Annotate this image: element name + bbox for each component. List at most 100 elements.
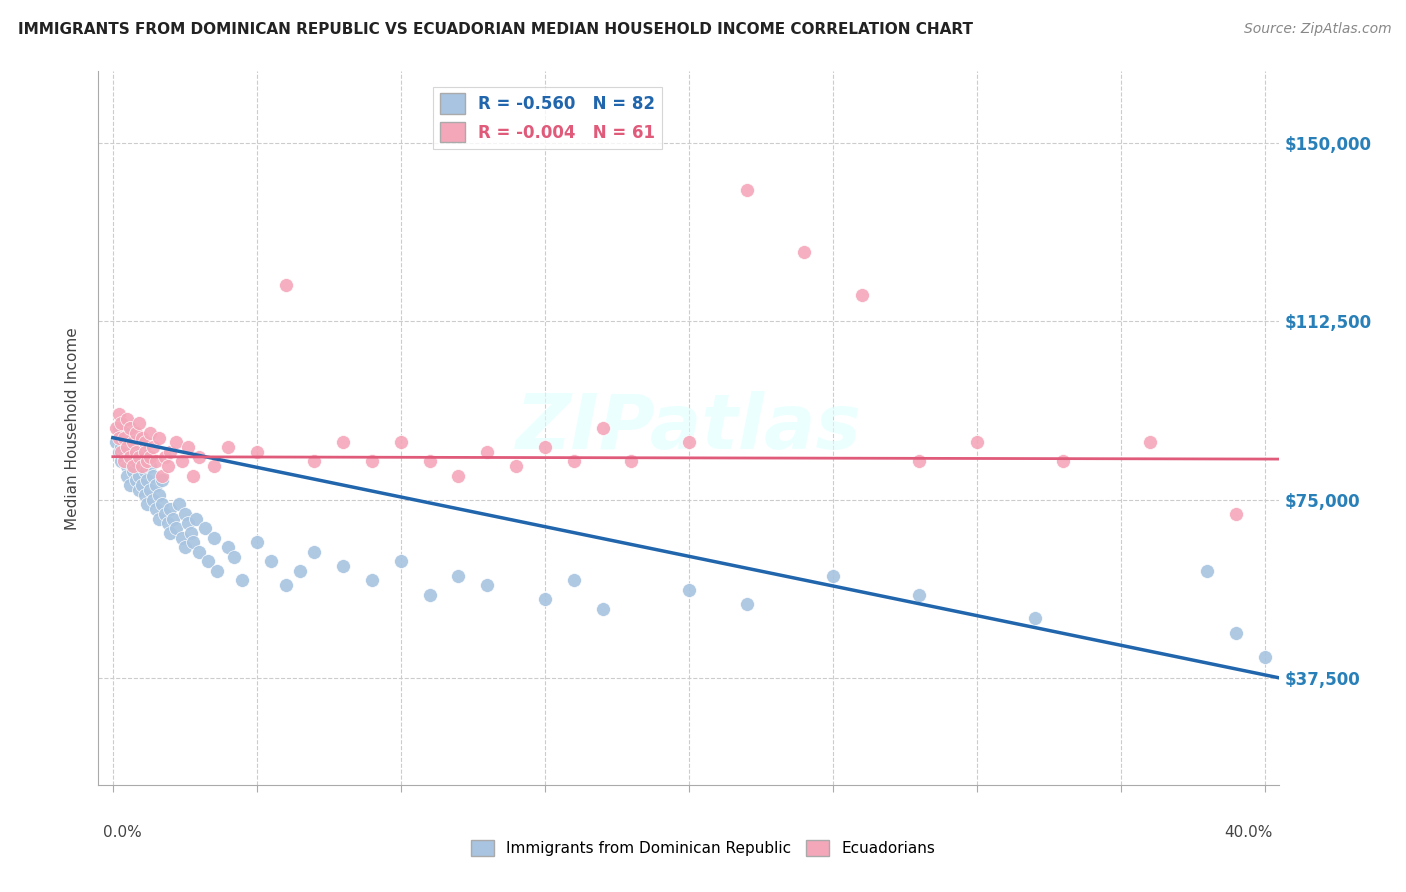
- Point: [197, 554, 219, 568]
- Point: [120, 445, 142, 459]
- Point: [122, 440, 145, 454]
- Point: [188, 450, 211, 464]
- Point: [131, 454, 153, 468]
- Point: [908, 454, 931, 468]
- Point: [107, 421, 129, 435]
- Point: [1254, 649, 1277, 664]
- Point: [120, 450, 142, 464]
- Text: ZIPatlas: ZIPatlas: [516, 392, 862, 465]
- Point: [120, 478, 142, 492]
- Point: [188, 545, 211, 559]
- Point: [183, 535, 205, 549]
- Text: 0.0%: 0.0%: [103, 825, 142, 839]
- Point: [131, 445, 153, 459]
- Point: [110, 445, 132, 459]
- Point: [128, 450, 150, 464]
- Point: [125, 454, 148, 468]
- Point: [134, 445, 156, 459]
- Point: [148, 511, 170, 525]
- Point: [110, 454, 132, 468]
- Point: [361, 574, 384, 588]
- Point: [173, 540, 195, 554]
- Point: [202, 531, 225, 545]
- Point: [104, 421, 127, 435]
- Point: [231, 574, 253, 588]
- Point: [125, 450, 148, 464]
- Point: [562, 454, 585, 468]
- Point: [115, 411, 138, 425]
- Point: [150, 468, 173, 483]
- Point: [122, 459, 145, 474]
- Point: [110, 417, 132, 431]
- Point: [139, 425, 162, 440]
- Point: [156, 459, 179, 474]
- Point: [534, 440, 557, 454]
- Point: [851, 288, 873, 302]
- Point: [246, 535, 269, 549]
- Point: [274, 278, 297, 293]
- Point: [148, 431, 170, 445]
- Point: [145, 478, 167, 492]
- Point: [107, 431, 129, 445]
- Point: [477, 578, 499, 592]
- Point: [153, 507, 176, 521]
- Point: [136, 474, 159, 488]
- Point: [134, 488, 156, 502]
- Point: [1197, 564, 1219, 578]
- Point: [332, 435, 354, 450]
- Point: [217, 540, 239, 554]
- Point: [112, 425, 135, 440]
- Point: [202, 459, 225, 474]
- Point: [136, 454, 159, 468]
- Point: [1225, 625, 1247, 640]
- Point: [821, 568, 844, 582]
- Text: 40.0%: 40.0%: [1225, 825, 1272, 839]
- Point: [1024, 611, 1046, 625]
- Point: [966, 435, 988, 450]
- Point: [122, 464, 145, 478]
- Point: [112, 454, 135, 468]
- Point: [120, 454, 142, 468]
- Point: [186, 511, 208, 525]
- Point: [145, 454, 167, 468]
- Point: [389, 554, 412, 568]
- Point: [165, 435, 187, 450]
- Point: [159, 445, 181, 459]
- Point: [142, 468, 165, 483]
- Point: [170, 454, 193, 468]
- Point: [162, 511, 184, 525]
- Text: Source: ZipAtlas.com: Source: ZipAtlas.com: [1244, 22, 1392, 37]
- Point: [246, 445, 269, 459]
- Point: [115, 468, 138, 483]
- Point: [128, 417, 150, 431]
- Point: [592, 602, 614, 616]
- Point: [159, 525, 181, 540]
- Point: [389, 435, 412, 450]
- Point: [170, 531, 193, 545]
- Point: [194, 521, 217, 535]
- Point: [115, 440, 138, 454]
- Point: [128, 468, 150, 483]
- Point: [332, 559, 354, 574]
- Point: [167, 497, 190, 511]
- Point: [419, 454, 441, 468]
- Point: [148, 488, 170, 502]
- Point: [136, 497, 159, 511]
- Point: [505, 459, 527, 474]
- Point: [125, 474, 148, 488]
- Point: [107, 407, 129, 421]
- Point: [110, 440, 132, 454]
- Point: [180, 525, 202, 540]
- Point: [477, 445, 499, 459]
- Point: [1225, 507, 1247, 521]
- Point: [735, 183, 758, 197]
- Point: [562, 574, 585, 588]
- Point: [104, 435, 127, 450]
- Point: [447, 468, 470, 483]
- Point: [120, 421, 142, 435]
- Point: [107, 445, 129, 459]
- Point: [134, 464, 156, 478]
- Point: [115, 459, 138, 474]
- Point: [150, 497, 173, 511]
- Point: [592, 421, 614, 435]
